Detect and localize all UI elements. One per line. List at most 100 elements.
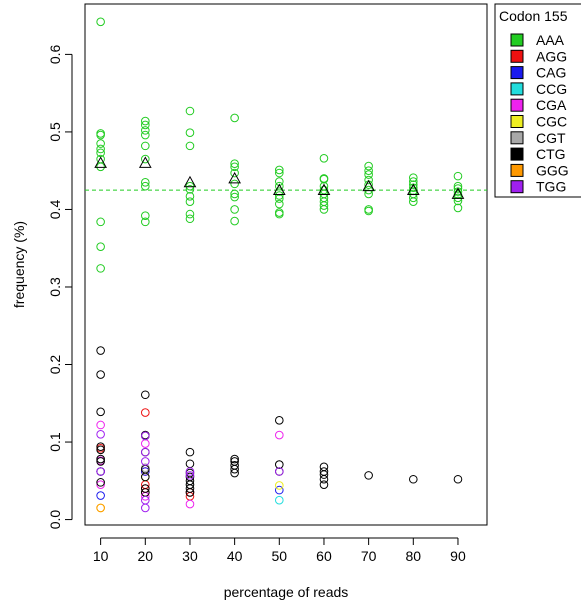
data-point (185, 484, 195, 493)
x-tick-label: 60 (316, 548, 332, 564)
data-point (141, 503, 150, 513)
data-point (275, 191, 284, 200)
data-point (185, 459, 195, 469)
data-point (141, 116, 150, 126)
legend-label: GGG (536, 162, 569, 178)
data-point (275, 495, 284, 505)
data-point (141, 447, 150, 457)
x-tick-label: 80 (406, 548, 422, 564)
data-point (96, 420, 105, 430)
data-point (319, 201, 329, 210)
data-point (141, 181, 150, 191)
legend-entry-CCG: CCG (510, 81, 567, 97)
data-point (141, 484, 150, 493)
data-point (96, 264, 105, 273)
legend-swatch (510, 49, 524, 63)
data-point (96, 17, 105, 27)
y-tick-label: 0.2 (47, 355, 63, 375)
data-point (230, 168, 239, 178)
y-tick-label: 0.3 (47, 277, 63, 297)
legend-entry-CTG: CTG (510, 146, 566, 162)
data-point (96, 407, 105, 417)
data-point (275, 209, 284, 219)
data-point (141, 211, 150, 220)
data-point (141, 457, 150, 466)
data-point (141, 120, 150, 130)
data-point (364, 185, 373, 195)
legend-label: AGG (536, 48, 567, 64)
legend-label: TGG (536, 179, 566, 195)
data-point (453, 184, 463, 193)
data-point (230, 468, 239, 478)
mean-marker (406, 183, 420, 195)
y-axis: 0.0 0.1 0.2 0.3 0.4 0.5 0.6 (47, 44, 73, 529)
mean-marker (272, 183, 286, 195)
legend-swatch (510, 98, 524, 112)
data-point (96, 457, 105, 466)
data-point (230, 464, 239, 474)
x-tick-label: 20 (138, 548, 154, 564)
data-point (185, 141, 195, 151)
legend-swatch (510, 33, 524, 47)
data-point (96, 442, 105, 451)
data-point (275, 430, 284, 440)
data-point (185, 181, 195, 191)
legend-entry-CGT: CGT (510, 130, 566, 146)
legend-entry-TGG: TGG (510, 179, 566, 195)
x-axis: 10 20 30 40 50 60 70 80 90 (93, 537, 466, 564)
legend-label: CGA (536, 97, 567, 113)
data-points-layer (96, 17, 463, 513)
data-point (275, 481, 284, 490)
data-point (230, 216, 239, 226)
data-point (141, 126, 150, 135)
legend-label: CGC (536, 114, 567, 130)
data-point (453, 474, 463, 484)
legend-swatch (510, 82, 524, 96)
data-point (185, 197, 195, 207)
data-point (230, 179, 239, 189)
y-tick-label: 0.6 (47, 44, 63, 64)
y-tick-label: 0.5 (47, 122, 63, 142)
data-point (275, 416, 284, 425)
data-point (275, 181, 284, 191)
legend-entry-CGC: CGC (510, 114, 567, 130)
data-point (364, 175, 373, 185)
data-point (319, 174, 329, 184)
data-point (141, 141, 150, 151)
data-point (230, 162, 239, 172)
data-point (96, 139, 105, 148)
data-point (96, 429, 105, 439)
data-point (141, 408, 150, 417)
data-point (141, 439, 150, 448)
legend-label: CAG (536, 65, 566, 81)
data-point (230, 113, 239, 123)
data-point (364, 170, 373, 179)
data-point (96, 478, 105, 487)
data-point (96, 162, 105, 172)
mean-marker (183, 175, 197, 188)
data-point (230, 192, 239, 202)
plot-area (84, 3, 488, 526)
legend-entry-CAG: CAG (510, 65, 566, 81)
data-point (453, 171, 463, 181)
data-point (96, 503, 105, 513)
legend-label: CCG (536, 81, 567, 97)
mean-markers-layer (94, 156, 465, 199)
plot-frame (84, 3, 488, 526)
data-point (185, 447, 195, 457)
data-point (185, 471, 195, 480)
x-tick-label: 30 (182, 548, 198, 564)
data-point (185, 499, 195, 509)
legend-swatch (510, 147, 524, 161)
series-TGG (96, 429, 284, 513)
x-axis-title: percentage of reads (224, 584, 349, 600)
data-point (96, 480, 105, 489)
data-point (275, 168, 284, 178)
data-point (453, 196, 463, 206)
data-point (185, 184, 195, 194)
data-point (230, 454, 239, 464)
series-CTG (96, 346, 463, 497)
